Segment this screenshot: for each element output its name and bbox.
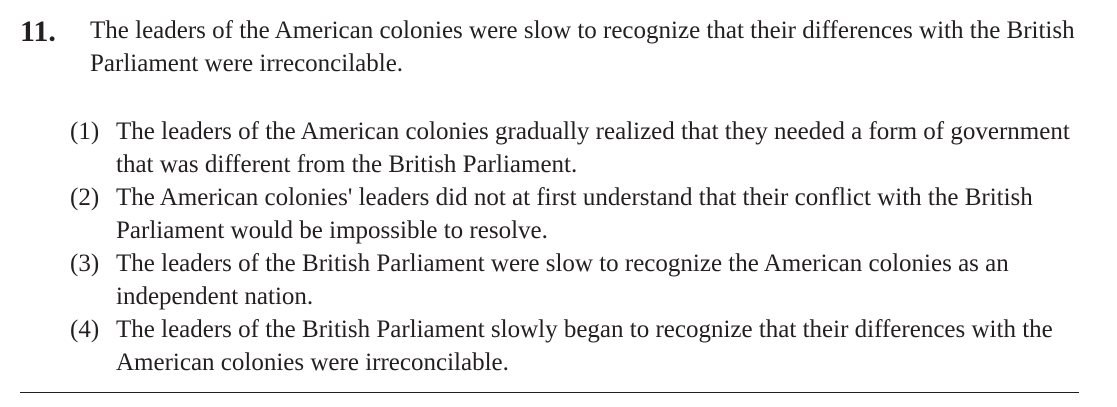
option-text: The American colonies' leaders did not a… [116, 184, 1033, 244]
option-marker: (3) [70, 250, 100, 277]
question-stem: The leaders of the American colonies wer… [90, 17, 1075, 77]
option-marker: (2) [70, 184, 100, 211]
option-text: The leaders of the British Parliament we… [116, 250, 1009, 310]
option-text: The leaders of the American colonies gra… [116, 118, 1070, 178]
answer-option-2[interactable]: (2) The American colonies' leaders did no… [70, 181, 1090, 247]
bottom-divider [20, 392, 1079, 393]
question-number: 11. [20, 15, 56, 48]
answer-option-4[interactable]: (4) The leaders of the British Parliament… [70, 313, 1090, 379]
answer-option-1[interactable]: (1) The leaders of the American colonies … [70, 115, 1090, 181]
answer-options: (1) The leaders of the American colonies … [70, 115, 1090, 379]
option-text: The leaders of the British Parliament sl… [116, 316, 1053, 376]
answer-option-3[interactable]: (3) The leaders of the British Parliament… [70, 247, 1090, 313]
option-marker: (1) [70, 118, 100, 145]
option-marker: (4) [70, 316, 100, 343]
